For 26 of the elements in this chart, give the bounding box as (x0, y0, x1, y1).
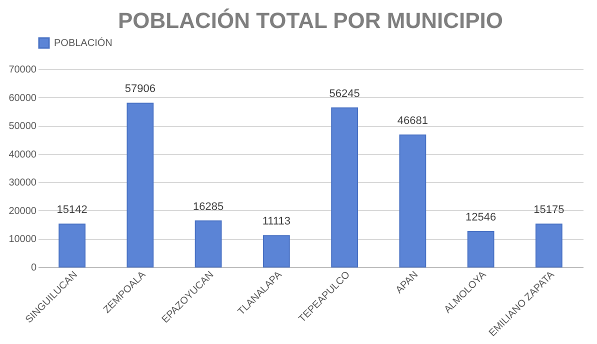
data-label: 46681 (397, 114, 428, 127)
data-label: 15142 (56, 204, 88, 216)
data-label: 16285 (193, 200, 224, 213)
legend-label: POBLACIÓN (54, 37, 112, 49)
data-label: 15175 (534, 204, 564, 216)
y-tick-label: 30000 (8, 178, 37, 189)
data-label: 56245 (329, 88, 360, 100)
y-tick-label: 70000 (8, 64, 37, 76)
y-tick-label: 60000 (8, 92, 37, 104)
data-label: 11113 (262, 216, 291, 228)
y-tick-label: 20000 (8, 206, 37, 217)
y-tick-label: 10000 (8, 234, 37, 246)
bar (399, 134, 426, 268)
bar (535, 224, 562, 268)
chart-title: POBLACIÓN TOTAL POR MUNICIPIO (118, 8, 504, 33)
y-tick-label: 50000 (8, 121, 37, 132)
y-tick-label: 40000 (8, 149, 37, 160)
y-tick-label: 0 (30, 262, 37, 274)
data-label: 57906 (124, 83, 156, 96)
bar (194, 220, 222, 268)
bar (262, 235, 290, 268)
bar (467, 231, 494, 268)
bar (58, 224, 86, 268)
bar (331, 107, 358, 268)
bar (126, 102, 154, 268)
data-label: 12546 (466, 212, 496, 224)
